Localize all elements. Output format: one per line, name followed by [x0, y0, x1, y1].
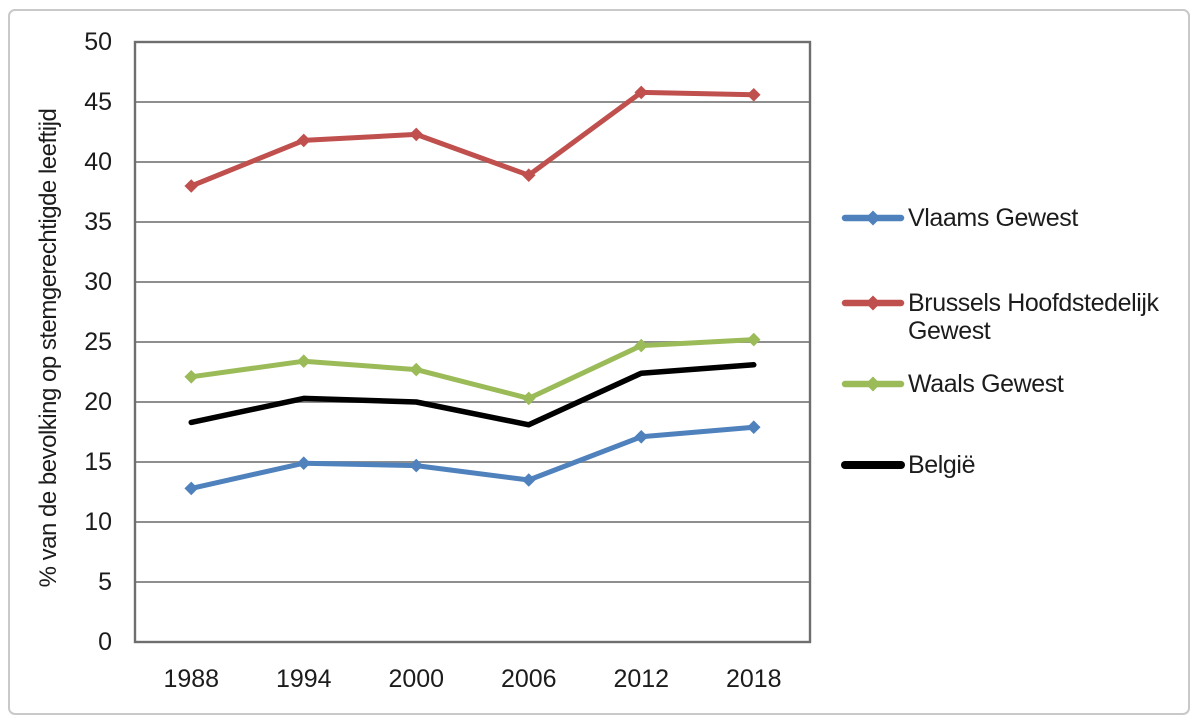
figure-frame: [8, 9, 1190, 715]
x-tick-label: 2012: [613, 665, 669, 693]
x-tick-label: 2006: [501, 665, 557, 693]
data-point-marker-vlaams-gewest: [409, 458, 424, 473]
data-point-marker-brussels-hoofdstedelijk-gewest: [184, 179, 199, 193]
data-point-marker-brussels-hoofdstedelijk-gewest: [521, 168, 536, 182]
data-point-marker-vlaams-gewest: [634, 430, 649, 444]
legend-label-waals-gewest: Waals Gewest: [908, 370, 1064, 398]
data-point-marker-brussels-hoofdstedelijk-gewest: [296, 133, 311, 148]
y-tick-label: 30: [84, 268, 112, 296]
x-tick-label: 2018: [726, 665, 782, 693]
series-line-brussels-hoofdstedelijk-gewest: [188, 89, 757, 189]
legend-label-vlaams-gewest: Vlaams Gewest: [908, 204, 1078, 232]
data-point-marker-waals-gewest: [409, 362, 424, 377]
data-point-marker-waals-gewest: [634, 338, 649, 353]
data-point-marker-vlaams-gewest: [184, 481, 199, 496]
legend-label-brussels-hoofdstedelijk-gewest: Brussels Hoofdstedelijk: [908, 289, 1160, 317]
series-line-waals-gewest: [188, 337, 757, 401]
y-tick-label: 15: [84, 448, 112, 476]
data-point-marker-vlaams-gewest: [746, 420, 761, 434]
y-tick-label: 25: [84, 328, 112, 356]
data-point-marker-waals-gewest: [521, 391, 536, 406]
legend-label-belgi: België: [908, 451, 975, 479]
legend-label-brussels-hoofdstedelijk-gewest: Gewest: [908, 317, 991, 345]
plot-area-border: [133, 40, 812, 644]
data-point-marker-brussels-hoofdstedelijk-gewest: [746, 88, 761, 102]
legend-swatch-marker-vlaams-gewest: [865, 210, 881, 226]
data-point-marker-waals-gewest: [184, 370, 199, 384]
x-tick-label: 1988: [163, 665, 219, 693]
data-point-marker-brussels-hoofdstedelijk-gewest: [634, 85, 649, 100]
x-tick-label: 1994: [276, 665, 332, 693]
data-point-marker-waals-gewest: [746, 332, 761, 347]
y-tick-label: 35: [84, 208, 112, 236]
y-tick-label: 10: [84, 508, 112, 536]
y-tick-label: 40: [84, 148, 112, 176]
data-point-marker-brussels-hoofdstedelijk-gewest: [409, 127, 424, 142]
series-line-vlaams-gewest: [188, 424, 757, 491]
legend-swatch-marker-brussels-hoofdstedelijk-gewest: [865, 295, 881, 311]
legend-swatch-marker-waals-gewest: [865, 376, 881, 392]
y-tick-label: 45: [84, 88, 112, 116]
series-line-belgi: [188, 362, 757, 428]
data-point-marker-vlaams-gewest: [521, 473, 536, 487]
data-point-marker-waals-gewest: [296, 354, 311, 368]
y-tick-label: 5: [98, 568, 112, 596]
y-tick-label: 50: [84, 28, 112, 56]
x-tick-label: 2000: [388, 665, 444, 693]
data-point-marker-vlaams-gewest: [296, 456, 311, 470]
y-axis-title: % van de bevolking op stemgerechtigde le…: [35, 109, 62, 588]
y-tick-label: 0: [98, 628, 112, 656]
y-tick-label: 20: [84, 388, 112, 416]
